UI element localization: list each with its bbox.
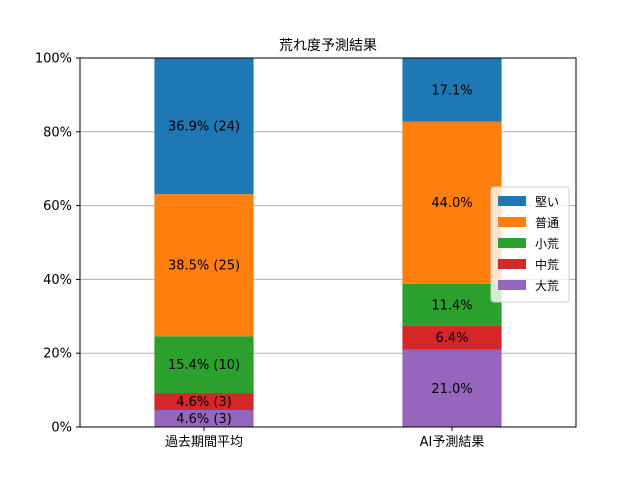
y-tick-label: 40% bbox=[43, 273, 72, 288]
y-tick-label: 100% bbox=[35, 52, 72, 67]
x-axis: 過去期間平均 AI予測結果 bbox=[165, 427, 484, 450]
data-label: 15.4% (10) bbox=[168, 358, 240, 373]
bar-segment bbox=[402, 349, 502, 427]
data-label: 17.1% bbox=[431, 83, 472, 98]
legend-swatch bbox=[498, 196, 526, 206]
bar-segment bbox=[154, 410, 254, 427]
data-label: 36.9% (24) bbox=[168, 120, 240, 135]
data-label: 4.6% (3) bbox=[176, 412, 232, 427]
data-label: 38.5% (25) bbox=[168, 259, 240, 274]
data-label: 21.0% bbox=[431, 382, 472, 397]
bar-segment bbox=[402, 58, 502, 122]
legend-label: 中荒 bbox=[535, 257, 559, 272]
legend-swatch bbox=[498, 217, 526, 227]
x-tick-label: AI予測結果 bbox=[420, 435, 485, 450]
y-tick-label: 20% bbox=[43, 347, 72, 362]
legend-swatch bbox=[498, 259, 526, 269]
chart-title: 荒れ度予測結果 bbox=[279, 38, 377, 54]
plot-frame bbox=[79, 57, 577, 428]
y-tick-label: 80% bbox=[43, 125, 72, 140]
data-label: 4.6% (3) bbox=[176, 395, 232, 410]
bar-segment bbox=[154, 393, 254, 411]
x-tick-label: 過去期間平均 bbox=[165, 435, 243, 450]
data-label: 11.4% bbox=[431, 298, 472, 313]
y-axis: 0% 20% 40% 60% 80% 100% bbox=[35, 52, 80, 436]
bar-segment bbox=[154, 194, 254, 337]
bar-segment bbox=[402, 283, 502, 326]
legend-swatch bbox=[498, 238, 526, 248]
legend-box bbox=[490, 186, 570, 303]
legend-swatch bbox=[498, 280, 526, 290]
bar-segment bbox=[154, 336, 254, 394]
y-tick-label: 0% bbox=[51, 421, 72, 436]
legend-label: 普通 bbox=[535, 216, 559, 230]
y-tick-label: 60% bbox=[43, 199, 72, 214]
data-label: 6.4% bbox=[435, 331, 468, 346]
data-label: 44.0% bbox=[431, 196, 472, 211]
legend-label: 堅い bbox=[535, 195, 559, 209]
legend-label: 大荒 bbox=[535, 279, 559, 293]
bar-segment bbox=[154, 58, 254, 195]
bars: 4.6% (3) 4.6% (3) 15.4% (10) 38.5% (25) 36.9… bbox=[154, 58, 502, 427]
bar-segment bbox=[402, 121, 502, 284]
bar-segment bbox=[402, 325, 502, 350]
legend-label: 小荒 bbox=[535, 237, 559, 251]
